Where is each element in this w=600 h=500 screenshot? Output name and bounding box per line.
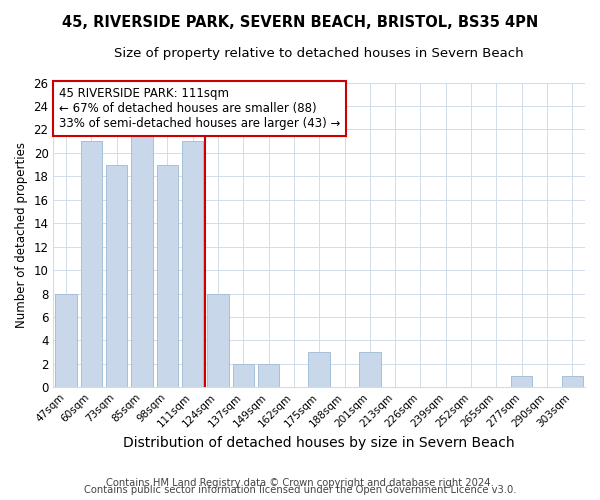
- Bar: [207, 294, 229, 388]
- Bar: [308, 352, 330, 388]
- Text: Contains public sector information licensed under the Open Government Licence v3: Contains public sector information licen…: [84, 485, 516, 495]
- Bar: [55, 294, 77, 388]
- X-axis label: Distribution of detached houses by size in Severn Beach: Distribution of detached houses by size …: [124, 436, 515, 450]
- Bar: [258, 364, 280, 388]
- Text: 45 RIVERSIDE PARK: 111sqm
← 67% of detached houses are smaller (88)
33% of semi-: 45 RIVERSIDE PARK: 111sqm ← 67% of detac…: [59, 87, 340, 130]
- Bar: [359, 352, 380, 388]
- Text: 45, RIVERSIDE PARK, SEVERN BEACH, BRISTOL, BS35 4PN: 45, RIVERSIDE PARK, SEVERN BEACH, BRISTO…: [62, 15, 538, 30]
- Bar: [80, 141, 102, 388]
- Text: Contains HM Land Registry data © Crown copyright and database right 2024.: Contains HM Land Registry data © Crown c…: [106, 478, 494, 488]
- Bar: [106, 164, 127, 388]
- Bar: [131, 130, 153, 388]
- Y-axis label: Number of detached properties: Number of detached properties: [15, 142, 28, 328]
- Bar: [233, 364, 254, 388]
- Bar: [511, 376, 532, 388]
- Bar: [182, 141, 203, 388]
- Bar: [157, 164, 178, 388]
- Title: Size of property relative to detached houses in Severn Beach: Size of property relative to detached ho…: [115, 48, 524, 60]
- Bar: [562, 376, 583, 388]
